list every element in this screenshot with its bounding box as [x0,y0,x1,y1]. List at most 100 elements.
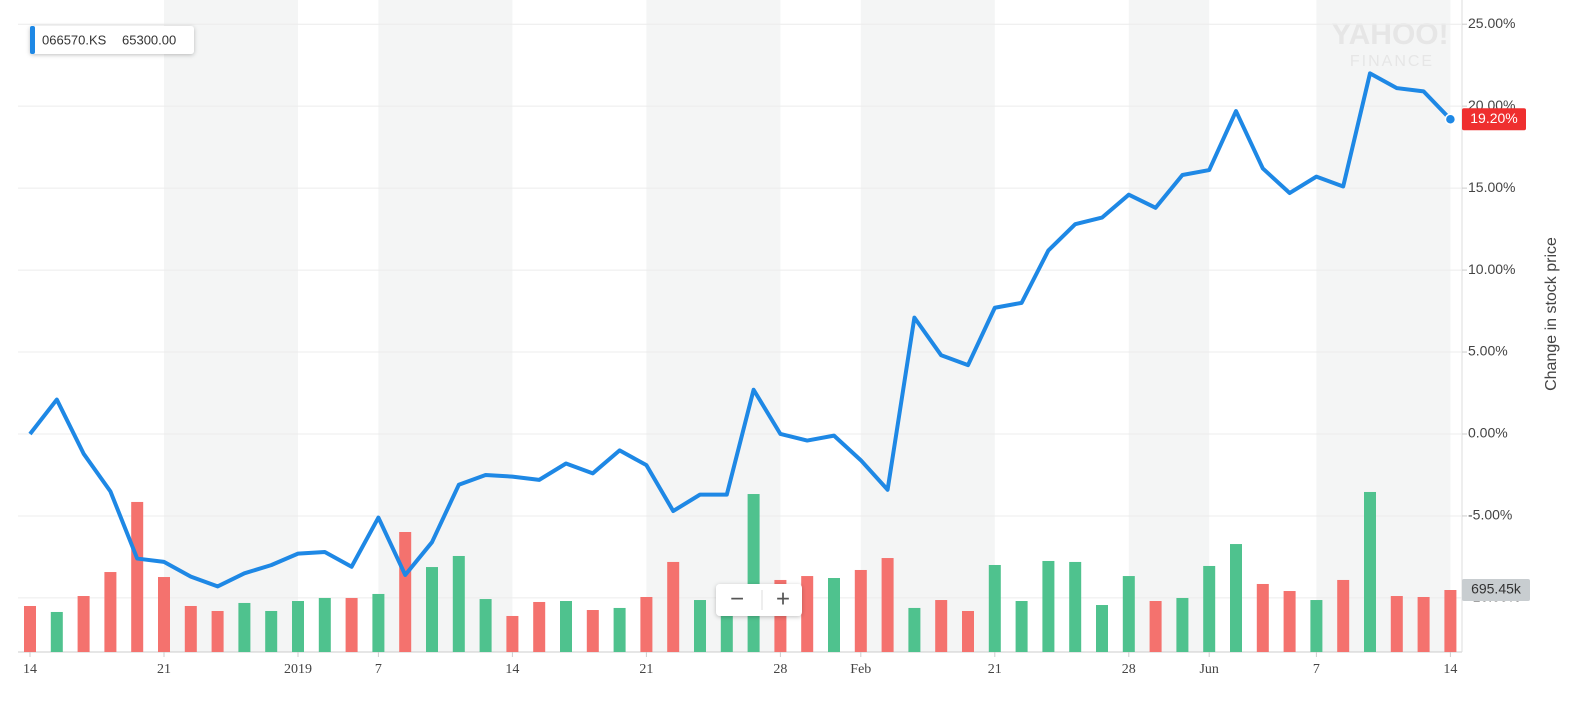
y-tick-label: -5.00% [1468,507,1512,523]
volume-bar [694,600,706,652]
volume-bar [1015,601,1028,652]
last-point [1444,113,1457,126]
x-tick-label: 14 [1443,662,1457,677]
volume-label: 695.45k [1471,581,1522,597]
period-band [1316,0,1451,652]
volume-bar [265,610,278,652]
x-tick-label: Jun [1199,662,1218,677]
volume-bar [158,577,170,652]
period-band [378,0,513,652]
volume-bar [747,494,760,652]
volume-bar [426,567,438,652]
volume-bar [1337,579,1350,652]
volume-bar [908,607,921,652]
volume-bar [184,605,197,652]
volume-bar [77,596,90,652]
legend-swatch [30,26,35,54]
volume-bar [452,555,465,652]
volume-bar [854,569,867,652]
volume-bar [1310,600,1323,652]
volume-bar [1096,605,1108,652]
zoom-control: − + [716,584,802,616]
volume-bar [1203,565,1216,652]
legend-box [30,26,194,54]
period-band [164,0,298,652]
x-tick-label: 28 [1122,662,1136,677]
zoom-box [716,584,802,616]
legend-value: 65300.00 [122,32,176,47]
volume-bar [586,610,599,652]
volume-bar [1230,544,1242,652]
volume-bar [1444,590,1457,652]
volume-bar [372,593,385,652]
x-tick-label: 2019 [284,662,312,677]
volume-bar [1364,491,1376,652]
volume-flag [1462,579,1530,602]
volume-bar [131,501,144,652]
volume-bar [720,610,733,652]
volume-bar [1122,576,1135,652]
zoom-out[interactable]: − [730,585,744,612]
x-tick-label: 28 [773,662,787,677]
volume-bar [1069,561,1082,652]
labels: 25.00%20.00%15.00%10.00%5.00%0.00%-5.00%… [23,15,1530,677]
period-band [1128,0,1210,652]
volume-bar [345,597,358,652]
volume-bar [1256,583,1269,652]
volume-bar [399,532,412,652]
y-tick-label: 25.00% [1468,15,1515,31]
volume-bar [988,564,1001,652]
volume-bar [1390,596,1403,652]
volume-bar [318,597,331,652]
x-tick-label: 21 [157,662,171,677]
current-value-flag [1462,108,1526,131]
x-tick-label: 21 [988,662,1002,677]
y-tick-label: 0.00% [1468,425,1508,441]
grid [18,23,1467,657]
volume-bar [506,615,519,652]
volume-bar [1417,596,1430,652]
period-band [646,0,781,652]
volume-bar [1176,597,1189,652]
watermark: FINANCE [1350,53,1434,70]
volume-bar [640,596,653,652]
legend-symbol: 066570.KS [42,32,107,47]
volume-bar [104,572,117,652]
volume-bar [24,605,36,652]
volume-bar [1283,591,1296,652]
volume-bar [1149,601,1162,652]
volume-bar [962,610,974,652]
legend: 066570.KS 65300.00 [30,26,194,54]
volume-bar [613,607,626,652]
volume-bar [211,610,224,652]
volume-bar [881,558,894,652]
price-line [28,71,1452,589]
x-tick-label: 21 [639,662,653,677]
period-band [860,0,995,652]
volume-bar [533,601,546,652]
volume-bar [560,601,572,652]
volume-bar [935,600,948,652]
x-tick-label: 7 [375,662,382,677]
zoom-in[interactable]: + [776,585,790,612]
y-tick-label: 15.00% [1468,179,1515,195]
volume-bar [479,599,492,652]
volume-bar [1042,560,1055,652]
x-tick-label: Feb [850,662,871,677]
volume-bar [801,576,814,652]
volume-bar [50,611,63,652]
watermark: YAHOO! [1331,18,1448,51]
volume-bar [292,601,304,652]
volume-bars [24,491,1457,652]
y-axis-title: Change in stock price [1543,237,1560,391]
x-tick-label: 14 [505,662,519,677]
y-tick-label: 10.00% [1468,261,1515,277]
volume-bar [667,561,680,652]
background [18,0,1463,653]
y-tick-label: 5.00% [1468,343,1508,359]
x-tick-label: 7 [1313,662,1320,677]
volume-bar [238,602,251,652]
price-line [28,71,1457,589]
current-value-label: 19.20% [1470,110,1517,126]
